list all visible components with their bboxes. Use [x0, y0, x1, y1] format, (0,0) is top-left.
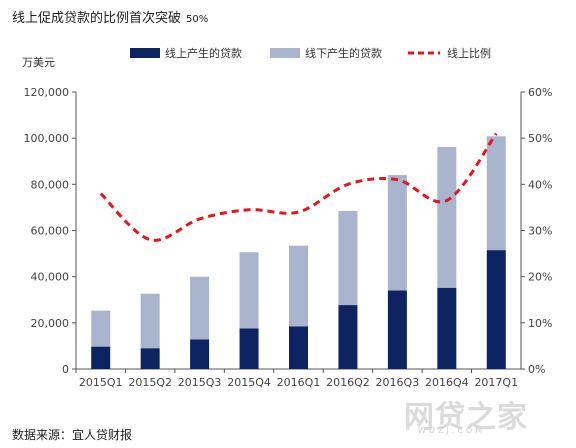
- bar-offline: [91, 310, 111, 347]
- y-tick-label: 0: [62, 363, 69, 376]
- legend-swatch-offline: [270, 48, 300, 58]
- watermark-url: WDZJ.COM: [418, 426, 486, 435]
- bar-online: [338, 305, 358, 369]
- bar-offline: [338, 210, 358, 306]
- chart-title-suffix: 50%: [186, 14, 209, 25]
- y2-tick-label: 50%: [528, 132, 552, 145]
- bar-online: [140, 348, 160, 369]
- ratio-line: [99, 132, 498, 242]
- y2-tick-label: 30%: [528, 225, 552, 238]
- legend-label-online: 线上产生的贷款: [165, 46, 242, 60]
- x-tick-label: 2015Q4: [227, 376, 271, 389]
- x-tick-label: 2015Q1: [79, 376, 123, 389]
- bar-online: [437, 287, 457, 369]
- x-tick-label: 2016Q3: [376, 376, 420, 389]
- y2-tick-label: 60%: [528, 86, 552, 99]
- bar-online: [486, 250, 506, 369]
- ratio-line-path: [99, 132, 498, 242]
- chart-title: 线上促成贷款的比例首次突破 50%: [12, 7, 208, 26]
- x-tick-label: 2017Q1: [474, 376, 518, 389]
- chart-title-text: 线上促成贷款的比例首次突破: [12, 11, 182, 26]
- bar-online: [190, 339, 210, 369]
- legend-label-offline: 线下产生的贷款: [305, 46, 382, 60]
- bar-online: [289, 326, 308, 369]
- axes: 0 20,000 40,000 60,000 80,000 100,000 120,000 0…: [24, 86, 553, 389]
- y-tick-label: 100,000: [24, 132, 70, 145]
- bar-offline: [140, 293, 160, 349]
- y2-tick-label: 40%: [528, 178, 552, 191]
- y2-tick-label: 0%: [528, 363, 545, 376]
- bar-online: [91, 346, 111, 369]
- x-tick-label: 2016Q1: [277, 376, 321, 389]
- y-tick-label: 20,000: [31, 317, 70, 330]
- bar-online: [387, 290, 407, 369]
- y-tick-label: 60,000: [31, 225, 70, 238]
- x-tick-label: 2015Q3: [178, 376, 222, 389]
- bar-offline: [190, 276, 210, 340]
- bar-offline: [239, 252, 259, 329]
- y2-tick-label: 20%: [528, 271, 552, 284]
- watermark-logo: 网贷之家: [404, 400, 528, 435]
- y-tick-label: 80,000: [31, 178, 70, 191]
- bar-offline: [387, 175, 407, 291]
- legend-swatch-online: [130, 48, 160, 58]
- y-tick-label: 40,000: [31, 271, 70, 284]
- x-tick-label: 2016Q2: [326, 376, 370, 389]
- bar-offline: [289, 245, 308, 327]
- data-source: 数据来源：宜人贷财报: [12, 428, 133, 442]
- y-tick-label: 120,000: [24, 86, 70, 99]
- legend-label-ratio: 线上比例: [447, 46, 491, 60]
- y-axis-label: 万美元: [22, 56, 55, 69]
- bar-offline: [486, 136, 506, 251]
- x-tick-label: 2016Q4: [425, 376, 469, 389]
- y2-tick-label: 10%: [528, 317, 552, 330]
- x-tick-label: 2015Q2: [128, 376, 172, 389]
- bar-online: [239, 328, 259, 369]
- bar-offline: [437, 146, 457, 288]
- legend: 线上产生的贷款 线下产生的贷款 线上比例: [130, 46, 491, 60]
- bars: [91, 136, 506, 369]
